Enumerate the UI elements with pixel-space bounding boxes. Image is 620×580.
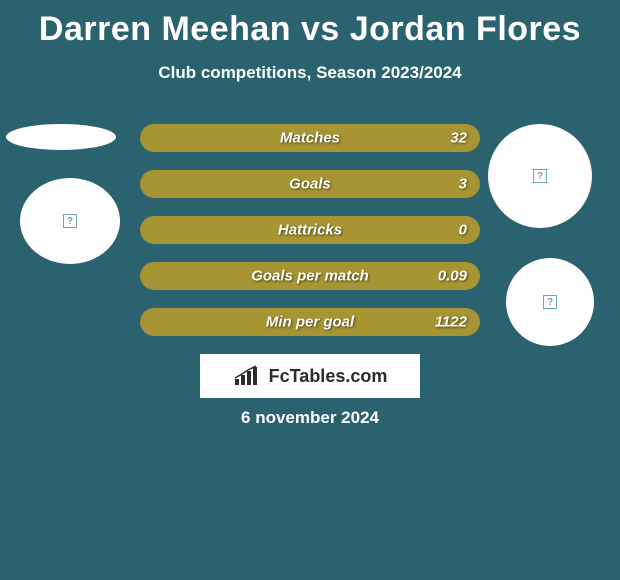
placeholder-icon: ?	[63, 214, 77, 228]
avatar-right-bottom: ?	[506, 258, 594, 346]
stat-row-hattricks: Hattricks 0	[140, 216, 480, 244]
date-line: 6 november 2024	[0, 408, 620, 428]
stat-label: Hattricks	[278, 222, 342, 239]
brand-text: FcTables.com	[269, 366, 388, 387]
stat-label: Min per goal	[266, 314, 354, 331]
stat-row-matches: Matches 32	[140, 124, 480, 152]
stat-value-right: 0	[459, 222, 467, 239]
placeholder-icon: ?	[533, 169, 547, 183]
brand-badge[interactable]: FcTables.com	[200, 354, 420, 398]
stat-value-right: 1122	[435, 314, 467, 331]
stats-panel: Matches 32 Goals 3 Hattricks 0 Goals per…	[140, 124, 480, 354]
stat-label: Goals	[289, 176, 331, 193]
page-title: Darren Meehan vs Jordan Flores	[0, 0, 620, 49]
stat-row-gpm: Goals per match 0.09	[140, 262, 480, 290]
stat-value-right: 3	[459, 176, 467, 193]
placeholder-icon: ?	[543, 295, 557, 309]
brand-bars-icon	[233, 365, 263, 387]
subtitle: Club competitions, Season 2023/2024	[0, 63, 620, 83]
avatar-left-top	[6, 124, 116, 150]
stat-label: Matches	[280, 130, 340, 147]
avatar-left-bottom: ?	[20, 178, 120, 264]
stat-value-right: 0.09	[438, 268, 467, 285]
stat-row-mpg: Min per goal 1122	[140, 308, 480, 336]
stat-row-goals: Goals 3	[140, 170, 480, 198]
stat-value-right: 32	[450, 130, 467, 147]
avatar-right-top: ?	[488, 124, 592, 228]
stat-label: Goals per match	[251, 268, 369, 285]
